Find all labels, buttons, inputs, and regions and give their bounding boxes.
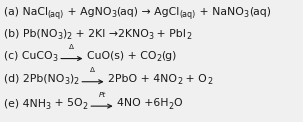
Text: (b) Pb(NO: (b) Pb(NO xyxy=(4,29,57,39)
Text: 2: 2 xyxy=(156,54,161,63)
Text: 3: 3 xyxy=(46,102,51,111)
Text: 2: 2 xyxy=(168,102,174,111)
Text: + AgNO: + AgNO xyxy=(64,7,112,17)
Text: + NaNO: + NaNO xyxy=(196,7,244,17)
Text: 2: 2 xyxy=(66,32,72,41)
Text: 3: 3 xyxy=(57,32,62,41)
Text: (d) 2Pb(NO: (d) 2Pb(NO xyxy=(4,74,64,84)
Text: (aq): (aq) xyxy=(48,10,64,19)
Text: 2: 2 xyxy=(207,77,212,86)
Text: + PbI: + PbI xyxy=(153,29,186,39)
Text: 3: 3 xyxy=(64,77,69,86)
Text: 4NO +6H: 4NO +6H xyxy=(117,98,168,108)
Text: (aq): (aq) xyxy=(116,7,138,17)
Text: ): ) xyxy=(62,29,66,39)
Text: Δ: Δ xyxy=(90,67,95,73)
Text: ): ) xyxy=(69,74,73,84)
Text: (aq): (aq) xyxy=(249,7,271,17)
Text: (g): (g) xyxy=(161,51,177,61)
Text: 3: 3 xyxy=(148,32,153,41)
Text: 2PbO + 4NO: 2PbO + 4NO xyxy=(108,74,177,84)
Text: 3: 3 xyxy=(244,10,249,19)
Text: (aq): (aq) xyxy=(180,10,196,19)
Text: 2: 2 xyxy=(82,102,87,111)
Text: 2: 2 xyxy=(73,77,78,86)
Text: 3: 3 xyxy=(52,54,57,63)
Text: O: O xyxy=(174,98,182,108)
Text: (c) CuCO: (c) CuCO xyxy=(4,51,52,61)
Text: 2: 2 xyxy=(186,32,191,41)
Text: Δ: Δ xyxy=(69,44,74,50)
Text: CuO(s) + CO: CuO(s) + CO xyxy=(87,51,156,61)
Text: (a) NaCl: (a) NaCl xyxy=(4,7,48,17)
Text: 2: 2 xyxy=(177,77,182,86)
Text: + 5O: + 5O xyxy=(51,98,82,108)
Text: 3: 3 xyxy=(112,10,116,19)
Text: (e) 4NH: (e) 4NH xyxy=(4,98,46,108)
Text: + 2KI →2KNO: + 2KI →2KNO xyxy=(72,29,148,39)
Text: → AgCl: → AgCl xyxy=(138,7,180,17)
Text: + O: + O xyxy=(182,74,207,84)
Text: Pt: Pt xyxy=(98,92,105,98)
